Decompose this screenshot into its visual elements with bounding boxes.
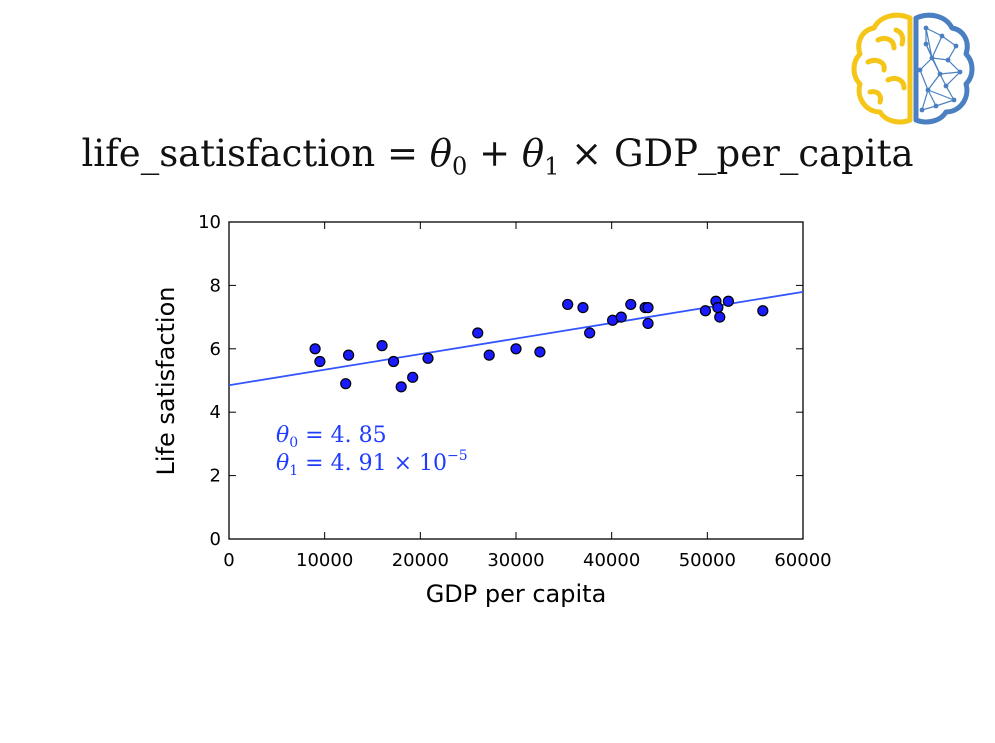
theta1-annotation-exponent: −5 [447, 448, 468, 464]
data-point [584, 327, 596, 339]
data-point [472, 327, 484, 339]
data-point [699, 305, 712, 317]
plus-sign: + [467, 132, 522, 175]
data-point [562, 298, 574, 311]
equals-sign: = [375, 132, 430, 175]
data-point [534, 346, 546, 358]
theta1-annotation-symbol: θ [276, 451, 289, 476]
data-points [309, 295, 769, 393]
data-point [387, 355, 400, 368]
y-tick-label: 0 [210, 529, 221, 550]
theta0-annotation-value: = 4. 85 [298, 423, 386, 448]
x-tick-label: 10000 [296, 550, 353, 571]
y-tick-label: 2 [210, 466, 221, 487]
y-axis-label: Life satisfaction [152, 287, 180, 476]
data-point [342, 349, 355, 361]
data-point [407, 371, 419, 383]
data-point [314, 355, 326, 368]
x-tick-label: 40000 [583, 550, 640, 571]
plot-area-frame [228, 221, 804, 540]
data-point [757, 305, 769, 317]
theta1-annotation: θ1 = 4. 91 × 10−5 [276, 448, 468, 479]
data-point [483, 349, 495, 361]
data-point [340, 378, 352, 390]
equation-lhs: life_satisfaction [81, 132, 376, 175]
x-tick-label: 0 [223, 550, 234, 571]
theta1-annotation-subscript: 1 [289, 463, 298, 479]
x-tick-label: 30000 [487, 550, 544, 571]
data-point [642, 317, 654, 330]
theta-0-symbol: θ [429, 132, 453, 175]
equation-rhs: GDP_per_capita [613, 132, 914, 175]
data-point [642, 301, 654, 314]
y-tick-label: 4 [210, 402, 221, 423]
data-point [625, 298, 637, 311]
brain-network-logo-icon [851, 12, 975, 125]
data-point [714, 311, 726, 323]
y-tick-label: 8 [210, 275, 221, 296]
y-tick-label: 6 [210, 339, 221, 360]
theta0-annotation-subscript: 0 [289, 435, 298, 451]
y-tick-label: 10 [198, 212, 221, 233]
x-tick-label: 50000 [679, 550, 736, 571]
theta-1-symbol: θ [521, 132, 545, 175]
slide-title: life_satisfaction = θ0 + θ1 × GDP_per_ca… [0, 132, 995, 180]
x-tick-label: 60000 [774, 550, 831, 571]
data-point [309, 343, 321, 355]
data-point [722, 295, 734, 307]
x-tick-label: 20000 [392, 550, 449, 571]
theta0-annotation: θ0 = 4. 85 [276, 423, 387, 451]
data-point [376, 340, 388, 352]
data-point [422, 352, 434, 364]
data-point [510, 343, 522, 355]
theta0-annotation-symbol: θ [276, 423, 289, 448]
theta-0-subscript: 0 [452, 152, 468, 181]
x-axis-label: GDP per capita [426, 580, 607, 608]
data-point [395, 381, 407, 393]
data-point [615, 311, 627, 323]
theta-1-subscript: 1 [544, 152, 560, 181]
data-point [712, 301, 724, 314]
theta1-annotation-value: = 4. 91 × 10 [298, 451, 447, 476]
times-sign: × [559, 132, 614, 175]
data-point [577, 301, 589, 314]
